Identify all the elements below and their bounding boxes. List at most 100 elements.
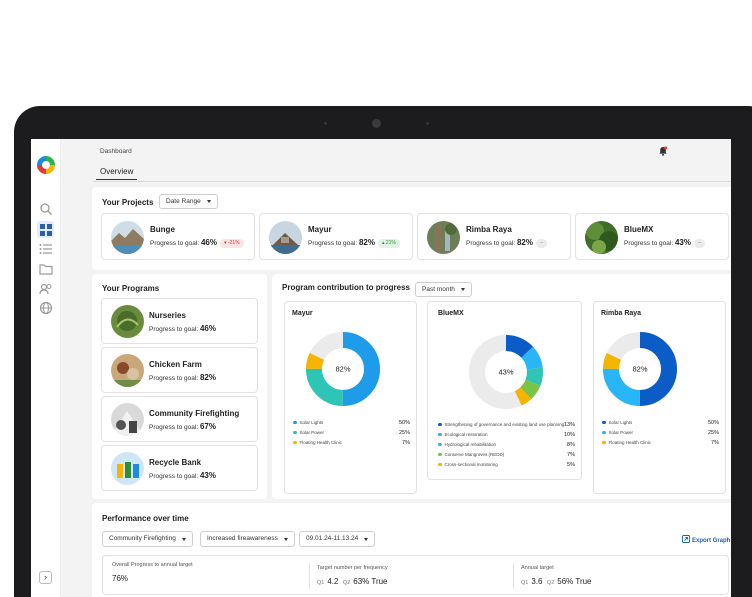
metric-filter-dropdown[interactable]: Increased fireawareness [200, 531, 295, 547]
expand-sidebar-button[interactable]: › [39, 571, 52, 584]
dashboard-grid-icon[interactable] [39, 223, 53, 237]
program-filter-dropdown[interactable]: Community Firefighting [102, 531, 193, 547]
progress-label: Progress to goal: [149, 473, 199, 480]
program-card-recycle-bank[interactable]: Recycle Bank Progress to goal: 43% [101, 445, 258, 491]
breadcrumb[interactable]: Dashboard [100, 148, 132, 155]
legend-item: Conserve Mangroves (REDD) [438, 452, 504, 461]
date-filter-dropdown[interactable]: 09.01.24-11.13.24 [299, 531, 376, 547]
header: Dashboard Overview [61, 139, 731, 183]
progress-value: 43% [674, 238, 691, 247]
legend-value: 25% [707, 430, 719, 436]
contribution-title: Program contribution to progress [282, 283, 411, 292]
annual-target-label: Annual target [521, 565, 554, 571]
donut-chart-rimba-raya: 82% [603, 332, 677, 406]
quarter-value: 4.2 [327, 577, 339, 586]
progress-value: 46% [200, 238, 217, 247]
project-card-mayur[interactable]: Mayur Progress to goal: 82% ▴ 21% [259, 213, 413, 260]
delta-value: -21% [227, 240, 240, 246]
period-dropdown[interactable]: Past month [415, 282, 472, 297]
legend-swatch [438, 462, 442, 466]
legend-swatch [293, 420, 297, 424]
program-card-chicken-farm[interactable]: Chicken Farm Progress to goal: 82% [101, 347, 258, 393]
target-frequency-values: Q1 4.2 Q2 63% True [317, 577, 388, 586]
program-card-nurseries[interactable]: Nurseries Progress to goal: 46% [101, 298, 258, 344]
project-card-bunge[interactable]: Bunge Progress to goal: 46% ▾ -21% [101, 213, 255, 260]
project-name: BlueMX [624, 225, 654, 234]
projects-title: Your Projects [102, 198, 154, 207]
search-icon[interactable] [39, 202, 53, 216]
delta-value: 21% [385, 240, 396, 246]
legend-item: Strengthening of governance and existing… [438, 422, 564, 431]
legend-value: 7% [567, 452, 575, 458]
globe-icon[interactable] [39, 301, 53, 315]
progress-value: 46% [199, 324, 216, 333]
tab-overview[interactable]: Overview [96, 167, 138, 180]
legend-value: 5% [567, 462, 575, 468]
recycle-bank-thumbnail [111, 452, 144, 485]
donut-slice-solar-power[interactable] [306, 332, 380, 406]
sensor-dot [324, 122, 327, 125]
progress-label: Progress to goal: [624, 240, 674, 247]
donut-slice-solar-lights[interactable] [603, 332, 677, 406]
legend-swatch [602, 420, 606, 424]
progress-label: Progress to goal: [308, 240, 358, 247]
project-progress: Progress to goal: 43% -- [624, 238, 706, 248]
legend-label: Cross-sectional monitoring [444, 462, 498, 467]
donut-center-label: 43% [498, 368, 513, 377]
legend-swatch [438, 432, 442, 436]
progress-label: Progress to goal: [149, 424, 199, 431]
legend-value: 8% [567, 442, 575, 448]
legend-value: 50% [398, 420, 410, 426]
chart-title: BlueMX [438, 310, 464, 317]
bunge-thumbnail [111, 221, 144, 254]
legend-item: Solar Power [602, 430, 633, 439]
date-range-label: Date Range [166, 198, 201, 205]
delta-badge: ▴ 21% [377, 239, 400, 248]
chart-panel-rimba-raya: Rimba Raya 82% Solar Lights 50% Solar Powe… [593, 301, 726, 494]
legend-label: Solar Power [299, 430, 325, 435]
program-card-community-firefighting[interactable]: Community Firefighting Progress to goal:… [101, 396, 258, 442]
app-logo-icon[interactable] [36, 155, 56, 175]
legend-label: Floating Health Clinic [608, 440, 652, 445]
project-progress: Progress to goal: 82% ▴ 21% [308, 238, 400, 248]
programs-card: Your Programs Nurseries Progress to goal… [92, 274, 267, 499]
screen: › Dashboard Overview Your Projects Date … [31, 139, 731, 597]
date-range-dropdown[interactable]: Date Range [159, 194, 218, 209]
donut-slice-hydrological-rehabilitation[interactable] [469, 335, 543, 409]
program-progress: Progress to goal: 43% [149, 471, 216, 480]
progress-label: Progress to goal: [466, 240, 516, 247]
folder-icon[interactable] [39, 262, 53, 276]
users-icon[interactable] [39, 282, 53, 296]
nurseries-thumbnail [111, 305, 144, 338]
annual-target-values: Q1 3.6 Q2 56% True [521, 577, 592, 586]
export-graph-button[interactable]: Export Graph [682, 535, 730, 544]
donut-center-label: 82% [335, 365, 350, 374]
project-card-rimba-raya[interactable]: Rimba Raya Progress to goal: 82% -- [417, 213, 571, 260]
donut-slice-solar-power[interactable] [603, 332, 677, 406]
bell-icon[interactable] [658, 146, 668, 156]
project-name: Mayur [308, 225, 332, 234]
legend-value: 7% [711, 440, 719, 446]
legend-swatch [438, 422, 442, 426]
legend-swatch [602, 440, 606, 444]
donut-chart-mayur: 82% [306, 332, 380, 406]
donut-slice-solar-lights[interactable] [306, 332, 380, 406]
program-name: Chicken Farm [149, 360, 202, 369]
performance-title: Performance over time [102, 514, 189, 523]
legend-value: 50% [707, 420, 719, 426]
chart-panel-mayur: Mayur 82% Solar Lights 50% Solar Power 25% F… [284, 301, 417, 494]
project-name: Rimba Raya [466, 225, 512, 234]
list-icon[interactable] [39, 242, 53, 256]
program-name: Community Firefighting [149, 409, 240, 418]
legend-swatch [293, 440, 297, 444]
tab-divider [93, 181, 731, 182]
export-icon [682, 535, 690, 543]
program-progress: Progress to goal: 46% [149, 324, 216, 333]
quarter-label: Q2 [342, 580, 351, 586]
donut-slice-strengthening-of-governance-and-existing-land-use-planning[interactable] [469, 335, 543, 409]
program-progress: Progress to goal: 82% [149, 373, 216, 382]
program-name: Nurseries [149, 311, 186, 320]
project-card-bluemx[interactable]: BlueMX Progress to goal: 43% -- [575, 213, 729, 260]
date-filter-label: 09.01.24-11.13.24 [306, 535, 359, 542]
legend-item: Floating Health Clinic [602, 440, 651, 449]
